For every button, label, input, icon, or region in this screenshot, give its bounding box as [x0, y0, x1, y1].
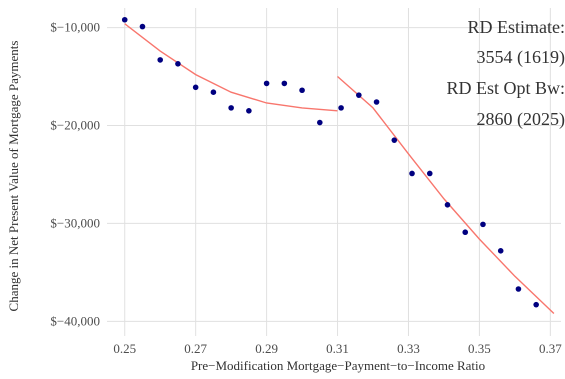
- rd-estimate-value: 3554 (1619): [477, 47, 565, 68]
- rd-estimate-label: RD Estimate:: [468, 17, 565, 37]
- data-point: [444, 202, 451, 208]
- y-tick-label: $−10,000: [50, 20, 100, 35]
- x-axis-ticks: 0.25 0.27 0.29 0.31 0.33 0.35 0.37: [113, 341, 562, 356]
- data-point: [192, 84, 199, 91]
- x-tick-label: 0.31: [326, 341, 349, 356]
- fit-line-left: [124, 23, 338, 112]
- data-point: [263, 80, 270, 87]
- data-point: [515, 286, 522, 292]
- data-point: [210, 89, 217, 96]
- y-tick-label: $−30,000: [50, 215, 100, 230]
- data-point: [391, 137, 398, 143]
- y-axis-title: Change in Net Present Value of Mortgage …: [6, 41, 21, 312]
- data-point: [409, 170, 415, 177]
- data-point: [228, 105, 234, 111]
- data-point: [139, 23, 146, 30]
- data-point: [533, 301, 539, 308]
- data-point: [462, 229, 469, 236]
- data-point: [299, 87, 305, 94]
- x-tick-label: 0.29: [255, 341, 278, 356]
- data-point: [356, 92, 362, 98]
- data-point: [338, 105, 344, 111]
- data-point: [175, 61, 181, 67]
- fit-line-right: [337, 75, 555, 315]
- data-point: [121, 16, 128, 23]
- data-point: [480, 221, 486, 228]
- x-tick-label: 0.25: [113, 341, 136, 356]
- x-tick-label: 0.27: [184, 341, 207, 356]
- x-tick-label: 0.33: [397, 341, 420, 356]
- data-point: [281, 80, 288, 87]
- y-axis-ticks: $−10,000 $−20,000 $−30,000 $−40,000: [50, 20, 100, 329]
- data-point: [373, 99, 380, 105]
- data-point: [497, 248, 504, 254]
- x-tick-label: 0.35: [468, 341, 491, 356]
- data-point: [246, 108, 252, 114]
- data-points: [121, 16, 539, 308]
- x-tick-label: 0.37: [539, 341, 562, 356]
- y-tick-label: $−40,000: [50, 313, 100, 328]
- fit-lines: [124, 23, 555, 315]
- data-point: [426, 170, 433, 177]
- rd-opt-bw-value: 2860 (2025): [477, 109, 565, 130]
- data-point: [157, 57, 164, 63]
- x-axis-title: Pre−Modification Mortgage−Payment−to−Inc…: [191, 358, 485, 373]
- y-tick-label: $−20,000: [50, 117, 100, 132]
- rd-opt-bw-label: RD Est Opt Bw:: [446, 78, 565, 98]
- data-point: [317, 119, 323, 126]
